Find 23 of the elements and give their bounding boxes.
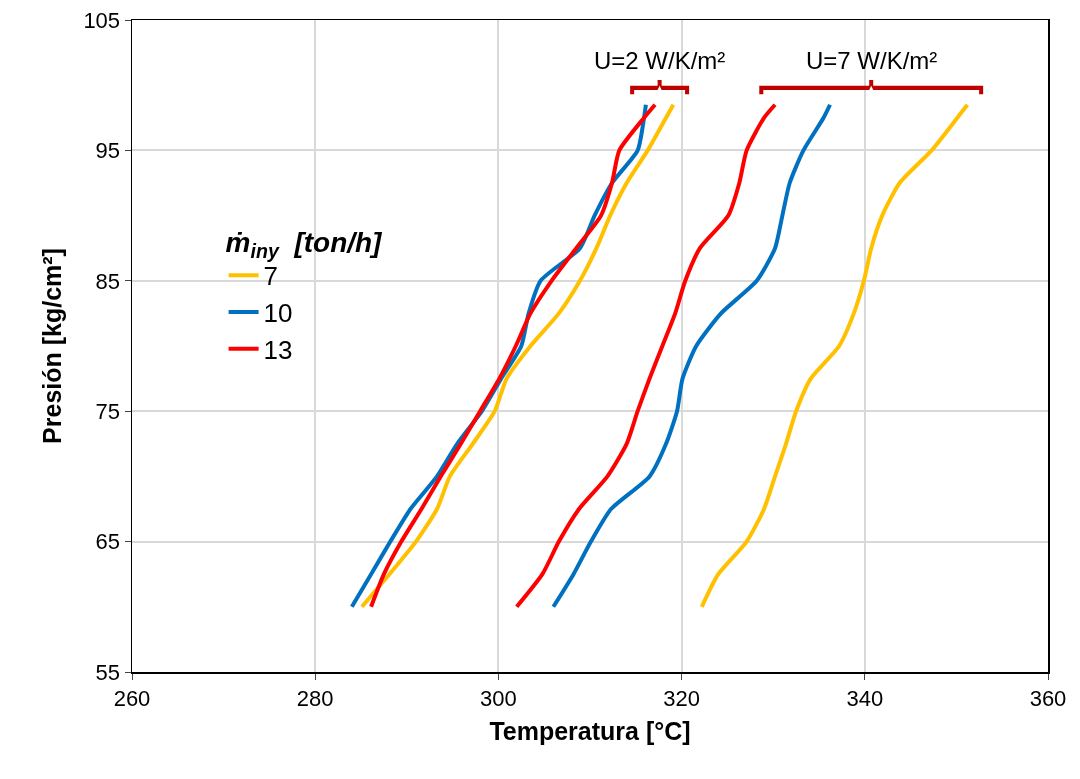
x-tick-label: 360 [1029, 685, 1067, 711]
annotation: U=7 W/K/m² [806, 47, 938, 74]
legend-label: 13 [263, 334, 293, 365]
x-tick-label: 320 [663, 685, 700, 711]
x-axis-title: Temperatura [°C] [489, 716, 691, 745]
line-series [699, 102, 970, 609]
y-tick-label: 95 [95, 138, 121, 164]
annotation: U=2 W/K/m² [594, 47, 726, 74]
x-tick-label: 260 [113, 685, 151, 711]
line-series [551, 102, 832, 609]
y-tick-label: 105 [83, 7, 121, 33]
line-series [514, 102, 778, 609]
y-tick-label: 65 [95, 529, 121, 555]
y-tick-label: 85 [95, 268, 121, 294]
legend-title: ṁ$_{iny}$ [ton/h] [225, 226, 384, 262]
y-tick-label: 75 [95, 398, 121, 424]
x-tick-label: 340 [846, 685, 884, 711]
y-axis-title: Presión [kg/cm²] [38, 248, 67, 444]
x-tick-label: 300 [480, 685, 517, 711]
y-tick-label: 55 [95, 659, 121, 685]
legend-label: 7 [263, 261, 279, 292]
legend-label: 10 [263, 298, 293, 329]
x-tick-label: 280 [296, 685, 334, 711]
